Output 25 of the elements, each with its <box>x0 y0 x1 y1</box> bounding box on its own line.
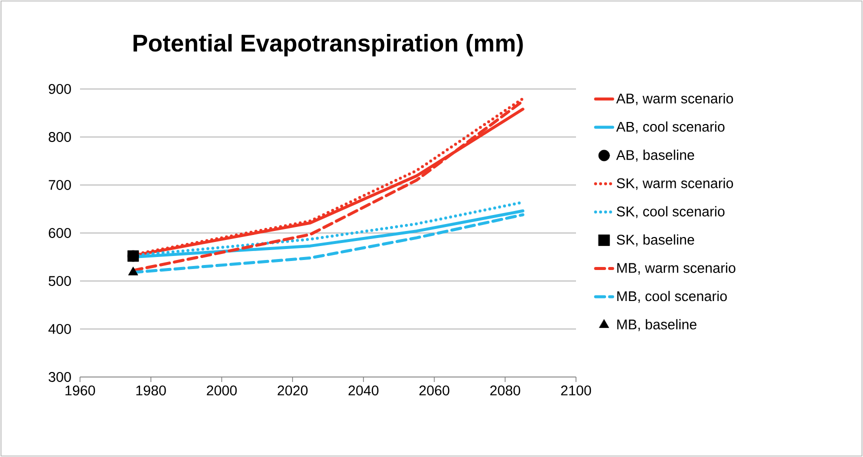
x-tick-label: 2060 <box>419 386 450 396</box>
legend-label: SK, baseline <box>616 234 694 246</box>
x-tick-label: 2080 <box>490 386 520 396</box>
y-tick-label: 600 <box>48 228 71 238</box>
x-tick-label: 2000 <box>206 386 237 396</box>
legend-label: MB, warm scenario <box>617 262 736 275</box>
chart-title: Potential Evapotranspiration (mm) <box>134 34 523 56</box>
x-tick-label: 1960 <box>66 386 96 396</box>
legend-label: SK, warm scenario <box>616 178 734 190</box>
x-tick-label: 2040 <box>348 386 378 396</box>
legend-label: MB, baseline <box>617 319 696 332</box>
x-tick-label: 1980 <box>136 386 166 396</box>
legend-label: AB, warm scenario <box>616 93 734 106</box>
y-tick-label: 400 <box>48 324 71 334</box>
y-tick-label: 800 <box>48 132 71 142</box>
x-tick-label: 2100 <box>561 386 592 396</box>
y-tick-label: 300 <box>48 372 71 382</box>
x-tick-label: 2020 <box>278 386 308 396</box>
y-tick-label: 900 <box>48 84 71 94</box>
y-tick-label: 500 <box>48 276 71 286</box>
legend-label: MB, cool scenario <box>617 290 727 303</box>
legend-label: SK, cool scenario <box>616 206 724 218</box>
legend-label: AB, baseline <box>616 150 694 162</box>
y-tick-label: 700 <box>48 180 71 190</box>
legend-label: AB, cool scenario <box>616 121 724 134</box>
